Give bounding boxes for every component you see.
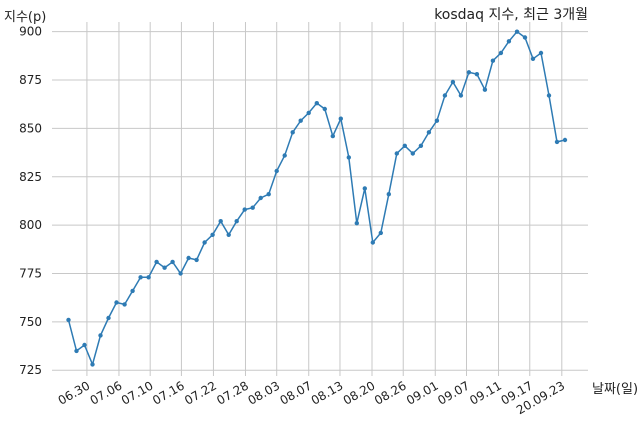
x-tick-label: 09.01 xyxy=(404,378,441,407)
data-point xyxy=(554,139,560,145)
x-tick-label: 08.20 xyxy=(341,378,378,407)
data-point xyxy=(362,186,367,191)
data-point xyxy=(90,362,95,367)
data-point xyxy=(218,219,223,224)
x-axis-label: 날짜(일) xyxy=(592,382,638,397)
y-tick-label: 800 xyxy=(19,218,42,232)
data-point xyxy=(186,255,191,261)
data-point xyxy=(562,137,568,143)
data-point xyxy=(138,275,143,280)
data-point xyxy=(346,155,351,160)
series-line xyxy=(67,30,566,367)
data-point xyxy=(290,130,295,135)
y-tick-label: 825 xyxy=(19,170,42,184)
data-point xyxy=(418,143,424,148)
data-point xyxy=(394,151,399,156)
data-point xyxy=(162,265,167,270)
data-point xyxy=(250,205,255,210)
data-point xyxy=(106,315,111,321)
data-point xyxy=(330,133,335,139)
data-point xyxy=(234,219,239,224)
data-point xyxy=(538,50,544,56)
data-point xyxy=(170,259,175,265)
y-tick-label: 875 xyxy=(19,73,42,87)
data-point xyxy=(298,118,303,123)
data-point xyxy=(442,93,448,98)
x-tick-label: 09.07 xyxy=(435,378,472,407)
y-tick-label: 900 xyxy=(19,25,42,39)
x-tick-label: 07.16 xyxy=(150,378,187,407)
data-point xyxy=(74,348,79,354)
x-tick-label: 08.07 xyxy=(277,378,314,407)
data-point xyxy=(514,29,520,34)
data-point xyxy=(194,257,199,263)
data-point xyxy=(210,232,215,237)
chart-title: kosdaq 지수, 최근 3개월 xyxy=(434,7,588,23)
data-point xyxy=(482,87,488,92)
x-tick-label: 07.22 xyxy=(182,378,219,407)
data-point xyxy=(322,106,327,112)
y-tick-label: 850 xyxy=(19,121,42,135)
data-point xyxy=(314,101,319,106)
data-point xyxy=(426,130,432,135)
data-point xyxy=(130,288,135,294)
data-point xyxy=(522,35,528,40)
data-point xyxy=(154,259,159,265)
x-tick-label: 07.10 xyxy=(119,378,156,407)
data-point xyxy=(178,271,183,276)
data-point xyxy=(274,168,279,174)
data-point xyxy=(226,232,231,237)
data-point xyxy=(66,317,71,323)
data-point xyxy=(306,110,311,116)
data-point xyxy=(354,221,359,226)
data-point xyxy=(402,143,407,148)
y-tick-label: 725 xyxy=(19,363,42,377)
data-point xyxy=(122,302,127,307)
data-point xyxy=(466,70,472,75)
x-tick-label: 08.26 xyxy=(372,378,409,407)
data-point xyxy=(434,118,440,123)
data-point xyxy=(266,192,271,197)
data-point xyxy=(498,50,504,56)
x-tick-label: 06.30 xyxy=(56,378,93,407)
data-point xyxy=(530,56,536,61)
data-point xyxy=(458,93,464,98)
x-tick-label: 08.03 xyxy=(245,378,282,407)
y-tick-label: 775 xyxy=(19,266,42,280)
data-point xyxy=(146,275,151,280)
data-point xyxy=(338,116,343,121)
data-point xyxy=(98,333,103,338)
data-point xyxy=(114,300,119,305)
x-tick-label: 07.06 xyxy=(88,378,125,407)
data-point xyxy=(282,153,287,158)
data-point xyxy=(82,342,87,348)
y-axis-label: 지수(p) xyxy=(4,10,46,25)
x-tick-label: 08.13 xyxy=(309,378,346,407)
data-point xyxy=(258,195,263,201)
x-tick-label: 09.11 xyxy=(467,378,504,407)
data-point xyxy=(410,151,415,156)
data-point xyxy=(386,192,391,197)
data-point xyxy=(474,72,480,77)
data-point xyxy=(546,93,552,98)
data-point xyxy=(242,207,247,212)
data-point xyxy=(370,240,375,245)
data-point xyxy=(450,79,456,85)
data-point xyxy=(378,230,383,236)
data-point xyxy=(506,39,512,44)
x-tick-label: 07.28 xyxy=(214,378,251,407)
y-tick-label: 750 xyxy=(19,315,42,329)
data-point xyxy=(490,58,496,63)
data-point xyxy=(202,240,207,245)
